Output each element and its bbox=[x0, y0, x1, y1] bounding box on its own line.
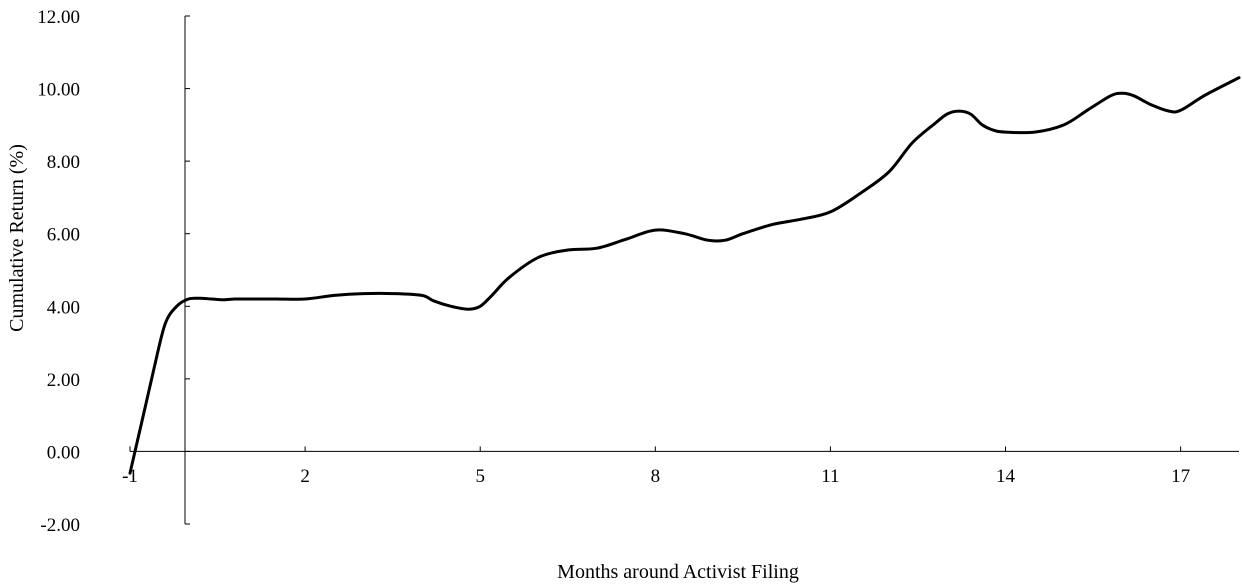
x-tick-label: 8 bbox=[651, 466, 661, 487]
y-tick-label: 12.00 bbox=[37, 7, 80, 28]
axes: -2.00 0.00 2.00 4.00 6.00 8.00 10.00 12.00 -1 2 5… bbox=[37, 7, 1239, 536]
y-tick-label: 2.00 bbox=[47, 370, 80, 391]
y-tick-label: 0.00 bbox=[47, 442, 80, 463]
x-tick-label: 14 bbox=[996, 466, 1016, 487]
x-tick-label: 5 bbox=[475, 466, 485, 487]
y-tick-label: 4.00 bbox=[47, 297, 80, 318]
x-tick-label: -1 bbox=[122, 466, 138, 487]
x-tick-label: 17 bbox=[1171, 466, 1190, 487]
x-ticks: -1 2 5 8 11 14 17 bbox=[122, 446, 1190, 487]
y-tick-label: 8.00 bbox=[47, 152, 80, 173]
cumulative-return-line bbox=[128, 76, 1241, 475]
y-tick-label: -2.00 bbox=[40, 515, 80, 536]
series-group bbox=[128, 76, 1241, 475]
y-axis-title: Cumulative Return (%) bbox=[6, 144, 28, 332]
x-tick-label: 11 bbox=[821, 466, 839, 487]
y-tick-label: 6.00 bbox=[47, 225, 80, 246]
x-tick-label: 2 bbox=[300, 466, 310, 487]
x-axis-title: Months around Activist Filing bbox=[557, 561, 799, 583]
y-ticks: -2.00 0.00 2.00 4.00 6.00 8.00 10.00 12.00 bbox=[37, 7, 190, 536]
y-tick-label: 10.00 bbox=[37, 80, 80, 101]
